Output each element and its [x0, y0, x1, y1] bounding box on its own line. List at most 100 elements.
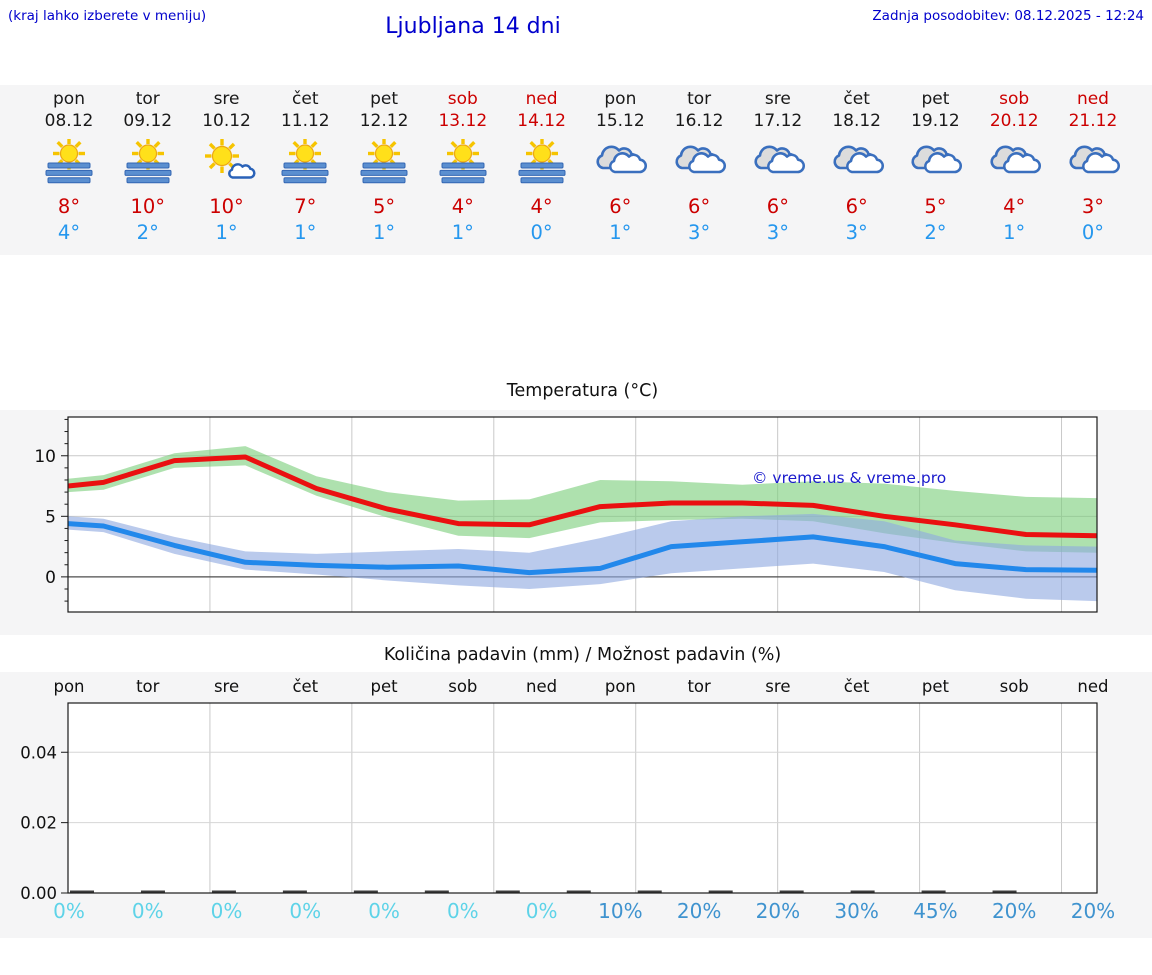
- day-date: 11.12: [280, 111, 330, 131]
- high-temp: 4°: [1003, 195, 1026, 218]
- y-tick-label: 0.04: [20, 743, 57, 762]
- precip-bar: [566, 890, 591, 893]
- precip-day-label: pon: [604, 677, 636, 696]
- day-name: pon: [53, 89, 85, 109]
- precip-bar: [424, 890, 449, 893]
- high-temp: 5°: [372, 195, 396, 218]
- day-name: ned: [525, 89, 558, 109]
- sun-fog-icon: [354, 137, 414, 185]
- low-temp: 1°: [215, 221, 238, 244]
- precip-probability: 45%: [913, 899, 958, 923]
- precip-day-label: pon: [53, 677, 85, 696]
- page-title: Ljubljana 14 dni: [385, 14, 561, 39]
- max-temp-line: [68, 454, 1097, 539]
- forecast-day: ned 21.12 3° 0°: [1054, 88, 1132, 246]
- precip-probability: 20%: [1070, 899, 1116, 923]
- high-temp: 3°: [1081, 195, 1105, 218]
- day-name: čet: [292, 89, 319, 109]
- day-date: 20.12: [989, 111, 1039, 131]
- day-date: 15.12: [596, 111, 645, 131]
- precip-bar: [353, 890, 378, 893]
- low-temp: 1°: [609, 221, 632, 244]
- precip-bar: [637, 890, 662, 893]
- max-range-band: [68, 446, 1097, 553]
- day-date: 16.12: [674, 111, 724, 131]
- precip-day-label: pet: [921, 677, 949, 696]
- low-temp: 1°: [372, 221, 396, 244]
- precip-bar: [211, 890, 236, 893]
- precip-day-label: sre: [213, 677, 240, 696]
- y-tick-label: 5: [45, 507, 56, 527]
- day-date: 19.12: [911, 111, 960, 131]
- forecast-day: pet 12.12 5° 1°: [345, 88, 423, 246]
- sun-fog-icon: [275, 137, 335, 185]
- day-name: sob: [447, 89, 478, 109]
- day-name: pet: [921, 89, 950, 109]
- precip-bar: [140, 890, 165, 893]
- day-date: 08.12: [44, 111, 94, 131]
- low-temp: 2°: [136, 221, 159, 244]
- precip-bar: [850, 890, 875, 893]
- sun-fog-icon: [433, 137, 493, 185]
- precip-probability: 10%: [598, 899, 643, 923]
- low-temp: 1°: [294, 221, 317, 244]
- precip-day-label: sob: [999, 677, 1029, 696]
- y-tick-label: 0.00: [20, 884, 57, 903]
- low-temp: 1°: [451, 221, 474, 244]
- precip-day-label: čet: [292, 677, 319, 696]
- high-temp: 6°: [766, 195, 789, 218]
- day-name: sre: [213, 89, 240, 109]
- precip-probability: 0%: [368, 899, 400, 923]
- precip-bar: [282, 890, 307, 893]
- sun-fog-icon: [118, 137, 178, 185]
- temperature-chart-title: Temperatura (°C): [506, 381, 659, 401]
- low-temp: 0°: [1081, 221, 1105, 244]
- day-date: 12.12: [359, 111, 409, 131]
- precip-bar: [921, 890, 946, 893]
- forecast-day: pet 19.12 5° 2°: [896, 88, 974, 246]
- min-range-band: [68, 513, 1097, 602]
- plot-area: [68, 703, 1097, 893]
- precip-bar: [495, 890, 520, 893]
- precip-bar: [70, 890, 94, 893]
- precip-bar: [708, 890, 733, 893]
- forecast-day: tor 16.12 6° 3°: [660, 88, 738, 246]
- low-temp: 0°: [530, 221, 553, 244]
- high-temp: 10°: [130, 195, 166, 218]
- watermark-link[interactable]: © vreme.us & vreme.pro: [752, 469, 946, 487]
- high-temp: 4°: [451, 195, 474, 218]
- plot-border: [67, 416, 1098, 613]
- low-temp: 4°: [57, 221, 81, 244]
- low-temp: 1°: [1003, 221, 1026, 244]
- forecast-day: čet 18.12 6° 3°: [818, 88, 896, 246]
- precip-day-label: ned: [1077, 677, 1109, 696]
- high-temp: 6°: [845, 195, 868, 218]
- sun-fog-icon: [512, 137, 572, 185]
- cloudy-icon: [669, 139, 729, 185]
- day-name: sob: [999, 89, 1030, 109]
- forecast-day: čet 11.12 7° 1°: [266, 88, 344, 246]
- cloudy-icon: [590, 139, 650, 185]
- forecast-day: sob 20.12 4° 1°: [975, 88, 1053, 246]
- cloudy-icon: [984, 139, 1044, 185]
- y-tick-label: 0: [45, 568, 56, 588]
- high-temp: 8°: [57, 195, 81, 218]
- day-name: sre: [764, 89, 791, 109]
- day-name: tor: [687, 89, 712, 109]
- plot-border: [67, 702, 1098, 894]
- precip-day-label: čet: [843, 677, 870, 696]
- cloudy-icon: [1063, 139, 1123, 185]
- high-temp: 6°: [688, 195, 711, 218]
- day-name: čet: [843, 89, 870, 109]
- low-temp: 2°: [924, 221, 947, 244]
- precip-probability: 20%: [755, 899, 801, 923]
- day-date: 10.12: [202, 111, 251, 131]
- low-temp: 3°: [766, 221, 789, 244]
- precip-day-label: tor: [687, 677, 711, 696]
- day-date: 13.12: [438, 111, 488, 131]
- y-tick-label: 10: [34, 447, 56, 467]
- precip-probability: 20%: [676, 899, 722, 923]
- precip-probability: 0%: [210, 899, 243, 923]
- precip-day-label: ned: [526, 677, 558, 696]
